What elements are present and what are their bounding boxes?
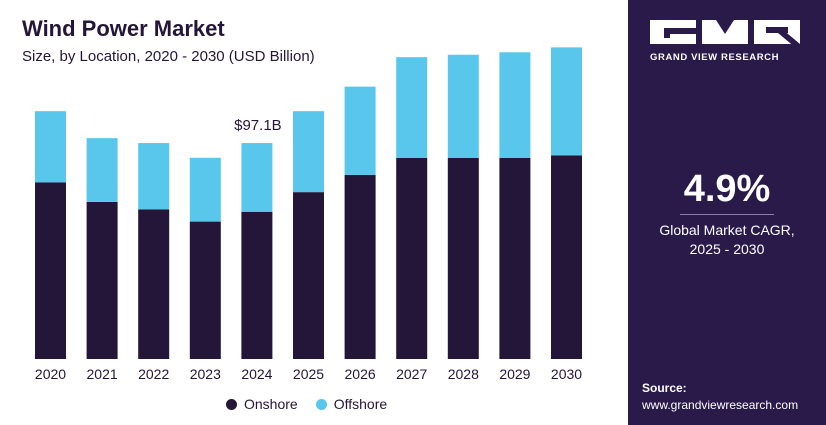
x-tick-label-2021: 2021 bbox=[87, 366, 118, 382]
legend-label-onshore: Onshore bbox=[244, 396, 298, 412]
chart-subtitle: Size, by Location, 2020 - 2030 (USD Bill… bbox=[22, 48, 315, 65]
bar-offshore-2022 bbox=[138, 143, 170, 210]
offshore-legend-marker bbox=[315, 398, 327, 410]
bar-onshore-2020 bbox=[35, 182, 66, 359]
cagr-label: Global Market CAGR, 2025 - 2030 bbox=[628, 221, 826, 259]
bar-onshore-2021 bbox=[86, 201, 118, 359]
x-tick-label-2023: 2023 bbox=[190, 366, 221, 382]
x-tick-label-2026: 2026 bbox=[345, 366, 376, 382]
bar-onshore-2022 bbox=[138, 209, 170, 359]
x-tick-label-2024: 2024 bbox=[241, 366, 272, 382]
x-tick-label-2020: 2020 bbox=[35, 366, 66, 382]
x-tick-label-2028: 2028 bbox=[448, 366, 479, 382]
x-tick-label-2027: 2027 bbox=[396, 366, 427, 382]
chart-legend: Onshore Offshore bbox=[226, 396, 405, 412]
x-tick-label-2025: 2025 bbox=[293, 366, 324, 382]
source-link[interactable]: www.grandviewresearch.com bbox=[642, 398, 799, 412]
source-label: Source: bbox=[642, 381, 687, 395]
legend-item-onshore: Onshore bbox=[226, 396, 298, 412]
bar-onshore-2024 bbox=[241, 211, 273, 359]
info-panel: GRAND VIEW RESEARCH 4.9% Global Market C… bbox=[628, 0, 826, 425]
x-tick-label-2029: 2029 bbox=[499, 366, 530, 382]
bar-offshore-2023 bbox=[189, 157, 221, 222]
logo-mark bbox=[650, 20, 800, 44]
bar-offshore-2028 bbox=[447, 54, 479, 158]
bar-offshore-2029 bbox=[499, 52, 531, 158]
x-tick-label-2022: 2022 bbox=[138, 366, 169, 382]
brand-logo: GRAND VIEW RESEARCH bbox=[650, 20, 800, 72]
bar-offshore-2026 bbox=[344, 86, 376, 175]
bar-offshore-2020 bbox=[35, 111, 66, 183]
bar-offshore-2025 bbox=[293, 111, 324, 193]
cagr-value: 4.9% bbox=[683, 168, 771, 210]
bar-onshore-2026 bbox=[344, 174, 376, 359]
bar-offshore-2027 bbox=[396, 57, 428, 158]
cagr-label-line2: 2025 - 2030 bbox=[689, 241, 765, 257]
chart-panel: Wind Power Market Size, by Location, 202… bbox=[22, 16, 583, 412]
stacked-bar-chart: 2020 2021 2022 2023 2024 $97.1B 2025 2026 2027 20… bbox=[35, 47, 582, 382]
bar-onshore-2023 bbox=[189, 221, 221, 359]
divider bbox=[680, 214, 774, 215]
data-label-2024: $97.1B bbox=[234, 117, 282, 134]
bar-onshore-2027 bbox=[396, 157, 428, 359]
bar-offshore-2021 bbox=[86, 138, 118, 202]
logo-block-v bbox=[702, 20, 748, 44]
chart-title: Wind Power Market bbox=[22, 16, 225, 41]
bar-onshore-2025 bbox=[293, 192, 324, 359]
bar-onshore-2030 bbox=[551, 155, 582, 359]
onshore-legend-marker bbox=[226, 398, 237, 410]
bar-offshore-2030 bbox=[551, 47, 582, 156]
logo-block-g bbox=[650, 20, 696, 44]
bar-offshore-2024 bbox=[241, 143, 273, 212]
legend-label-offshore: Offshore bbox=[333, 396, 388, 412]
legend-item-offshore: Offshore bbox=[315, 396, 388, 412]
bar-onshore-2028 bbox=[447, 157, 479, 359]
cagr-label-line1: Global Market CAGR, bbox=[659, 222, 795, 238]
x-tick-label-2030: 2030 bbox=[551, 366, 582, 382]
bar-onshore-2029 bbox=[499, 157, 531, 359]
logo-block-r bbox=[754, 20, 800, 44]
brand-name: GRAND VIEW RESEARCH bbox=[650, 52, 780, 63]
